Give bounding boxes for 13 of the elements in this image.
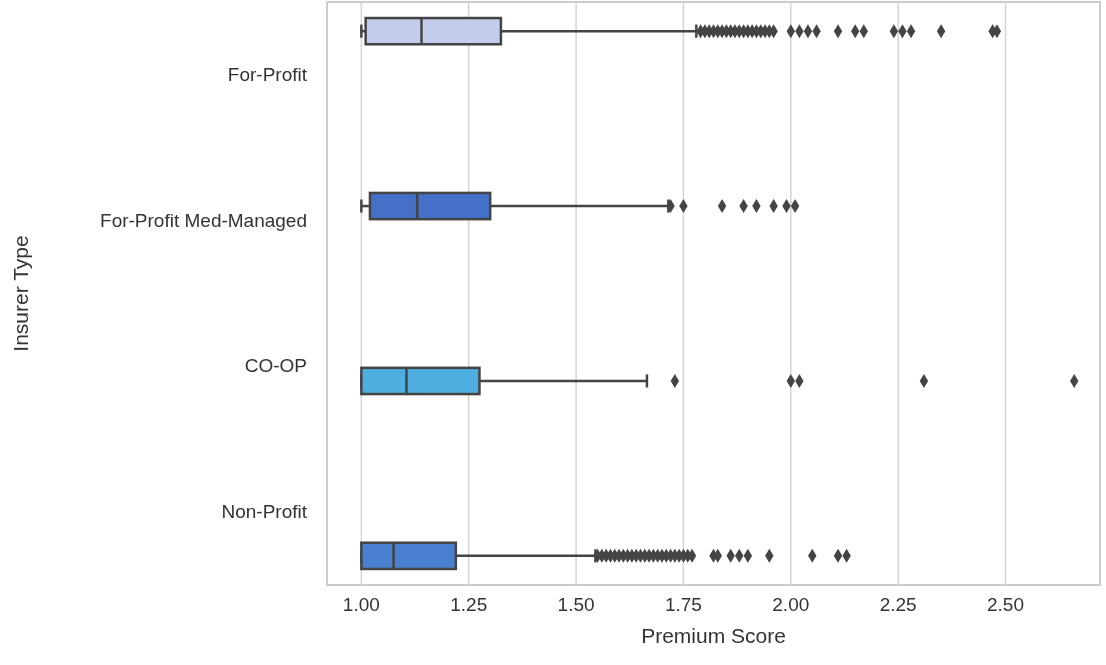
y-tick-label: Non-Profit bbox=[221, 501, 308, 523]
y-axis-title: Insurer Type bbox=[9, 235, 32, 352]
x-axis-title: Premium Score bbox=[641, 624, 786, 647]
x-tick-label: 2.50 bbox=[987, 594, 1025, 615]
x-tick-label: 1.50 bbox=[557, 594, 595, 615]
y-tick-label: For-Profit Med-Managed bbox=[100, 209, 307, 231]
y-tick-label: For-Profit bbox=[227, 63, 308, 85]
y-tick-label: CO-OP bbox=[244, 355, 307, 377]
x-tick-label: 2.00 bbox=[772, 594, 810, 615]
x-tick-label: 2.25 bbox=[879, 594, 917, 615]
x-tick-label: 1.25 bbox=[450, 594, 488, 615]
x-tick-label: 1.00 bbox=[342, 594, 380, 615]
x-tick-label: 1.75 bbox=[664, 594, 702, 615]
